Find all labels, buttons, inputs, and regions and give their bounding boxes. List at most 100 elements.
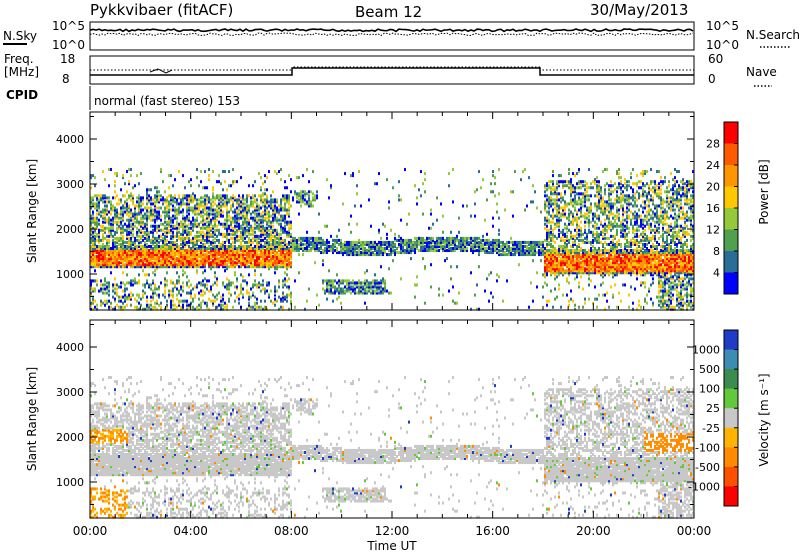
heatmap-cell	[218, 291, 220, 295]
heatmap-cell	[180, 261, 182, 265]
heatmap-cell	[544, 186, 546, 190]
heatmap-cell	[174, 249, 176, 253]
heatmap-cell	[200, 249, 202, 253]
heatmap-cell	[488, 238, 490, 242]
heatmap-cell	[328, 291, 330, 295]
heatmap-cell	[200, 232, 202, 236]
heatmap-cell	[178, 206, 180, 210]
heatmap-cell	[94, 222, 96, 226]
heatmap-cell	[180, 265, 182, 269]
heatmap-cell	[110, 255, 112, 259]
heatmap-cell	[330, 244, 332, 248]
heatmap-cell	[398, 251, 400, 255]
heatmap-cell	[450, 265, 452, 269]
heatmap-cell	[318, 249, 320, 253]
heatmap-cell	[150, 283, 152, 287]
heatmap-cell	[150, 249, 152, 253]
heatmap-cell	[464, 242, 466, 246]
heatmap-cell	[346, 244, 348, 248]
heatmap-cell	[278, 242, 280, 246]
heatmap-cell	[486, 242, 488, 246]
heatmap-cell	[254, 208, 256, 212]
heatmap-cell	[298, 176, 300, 180]
heatmap-cell	[500, 244, 502, 248]
heatmap-cell	[482, 247, 484, 250]
heatmap-cell	[114, 257, 116, 261]
heatmap-cell	[144, 232, 146, 236]
heatmap-cell	[104, 287, 106, 291]
heatmap-cell	[208, 228, 210, 232]
heatmap-cell	[102, 283, 104, 287]
heatmap-cell	[434, 242, 436, 246]
heatmap-cell	[130, 238, 132, 242]
heatmap-cell	[500, 253, 502, 257]
heatmap-cell	[424, 249, 426, 253]
heatmap-cell	[104, 291, 106, 295]
heatmap-cell	[170, 194, 172, 198]
heatmap-cell	[110, 212, 112, 216]
heatmap-cell	[374, 244, 376, 248]
heatmap-cell	[546, 251, 548, 255]
heatmap-cell	[328, 283, 330, 287]
heatmap-cell	[568, 267, 570, 271]
heatmap-cell	[554, 297, 556, 301]
heatmap-cell	[112, 204, 114, 208]
heatmap-cell	[490, 242, 492, 246]
heatmap-cell	[96, 257, 98, 261]
heatmap-cell	[132, 222, 134, 226]
heatmap-cell	[552, 269, 554, 273]
heatmap-cell	[256, 204, 258, 208]
heatmap-cell	[570, 202, 572, 206]
heatmap-cell	[370, 291, 372, 295]
heatmap-cell	[544, 222, 546, 226]
heatmap-cell	[530, 281, 532, 285]
heatmap-cell	[286, 253, 288, 257]
heatmap-cell	[572, 269, 574, 273]
heatmap-cell	[110, 224, 112, 228]
heatmap-cell	[170, 303, 172, 307]
heatmap-cell	[226, 287, 228, 291]
heatmap-cell	[562, 230, 564, 234]
heatmap-cell	[146, 224, 148, 228]
heatmap-cell	[160, 247, 162, 250]
heatmap-cell	[154, 226, 156, 230]
heatmap-cell	[544, 208, 546, 212]
heatmap-cell	[552, 180, 554, 184]
heatmap-cell	[568, 271, 570, 275]
heatmap-cell	[558, 208, 560, 212]
heatmap-cell	[402, 244, 404, 248]
heatmap-cell	[90, 259, 92, 263]
heatmap-cell	[504, 253, 506, 257]
heatmap-cell	[282, 265, 284, 269]
heatmap-cell	[170, 244, 172, 248]
heatmap-cell	[234, 265, 236, 269]
heatmap-cell	[122, 206, 124, 210]
heatmap-cell	[156, 257, 158, 261]
heatmap-cell	[240, 196, 242, 200]
heatmap-cell	[132, 202, 134, 206]
heatmap-cell	[246, 234, 248, 238]
heatmap-cell	[324, 279, 326, 283]
heatmap-cell	[188, 238, 190, 242]
heatmap-cell	[94, 242, 96, 246]
heatmap-cell	[252, 253, 254, 257]
heatmap-cell	[120, 305, 122, 309]
heatmap-cell	[350, 242, 352, 246]
heatmap-cell	[194, 196, 196, 200]
heatmap-cell	[196, 204, 198, 208]
heatmap-cell	[98, 230, 100, 234]
heatmap-cell	[174, 261, 176, 265]
heatmap-cell	[210, 234, 212, 238]
heatmap-cell	[266, 242, 268, 246]
heatmap-cell	[128, 226, 130, 230]
heatmap-cell	[116, 214, 118, 218]
heatmap-cell	[242, 263, 244, 267]
heatmap-cell	[148, 273, 150, 277]
heatmap-cell	[100, 283, 102, 287]
heatmap-cell	[134, 297, 136, 301]
heatmap-cell	[552, 257, 554, 261]
heatmap-cell	[240, 202, 242, 206]
heatmap-cell	[340, 238, 342, 242]
heatmap-cell	[548, 299, 550, 303]
heatmap-cell	[212, 299, 214, 303]
